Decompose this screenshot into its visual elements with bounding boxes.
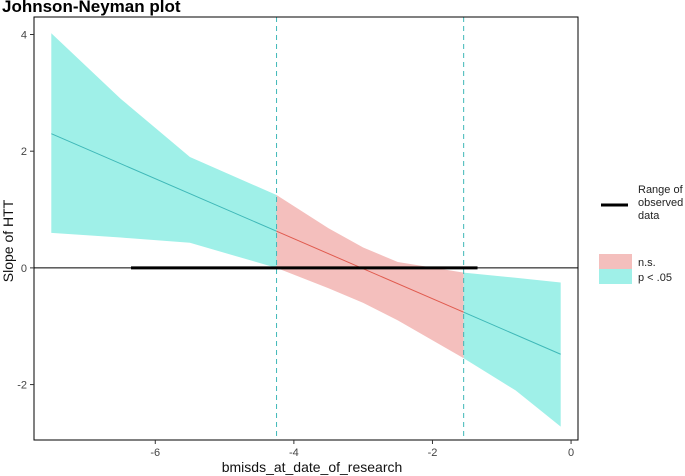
legend-observed-range-label-line-3: data <box>638 210 660 222</box>
legend-observed-range-label-line-1: Range of <box>638 184 684 196</box>
confidence-band-region-2 <box>463 272 561 427</box>
x-tick-label: -2 <box>428 447 438 459</box>
confidence-band-region-0 <box>51 33 277 268</box>
plot-panel-layer <box>33 16 579 441</box>
y-tick-label: 4 <box>21 30 27 42</box>
confidence-band-layer <box>51 33 561 427</box>
y-axis-title: Slope of HTT <box>0 199 16 282</box>
x-tick-label: -4 <box>289 447 299 459</box>
slope-line-segment-2 <box>463 311 561 355</box>
plot-panel-border <box>33 16 579 441</box>
legend: Range of observed data n.s. p < .05 <box>599 184 684 284</box>
x-axis-title: bmisds_at_date_of_research <box>222 459 403 475</box>
x-tick-label: -6 <box>150 447 160 459</box>
y-tick-label: 2 <box>21 146 27 158</box>
x-tick-label: 0 <box>568 447 574 459</box>
slope-line-layer <box>51 133 561 355</box>
confidence-band-region-1 <box>276 195 464 359</box>
legend-label-significant: p < .05 <box>638 272 672 284</box>
y-tick-label: 0 <box>21 263 27 275</box>
legend-swatch-ns <box>599 254 632 269</box>
y-tick-label: -2 <box>17 380 27 392</box>
legend-label-ns: n.s. <box>638 257 656 269</box>
slope-line-segment-0 <box>51 133 277 232</box>
legend-observed-range-label-line-2: observed <box>638 197 683 209</box>
chart-title: Johnson-Neyman plot <box>2 0 181 16</box>
tick-layer: -6 -4 -2 0 -2 0 2 4 <box>17 30 574 459</box>
slope-line-segment-1 <box>276 230 464 313</box>
legend-swatch-significant <box>599 269 632 284</box>
